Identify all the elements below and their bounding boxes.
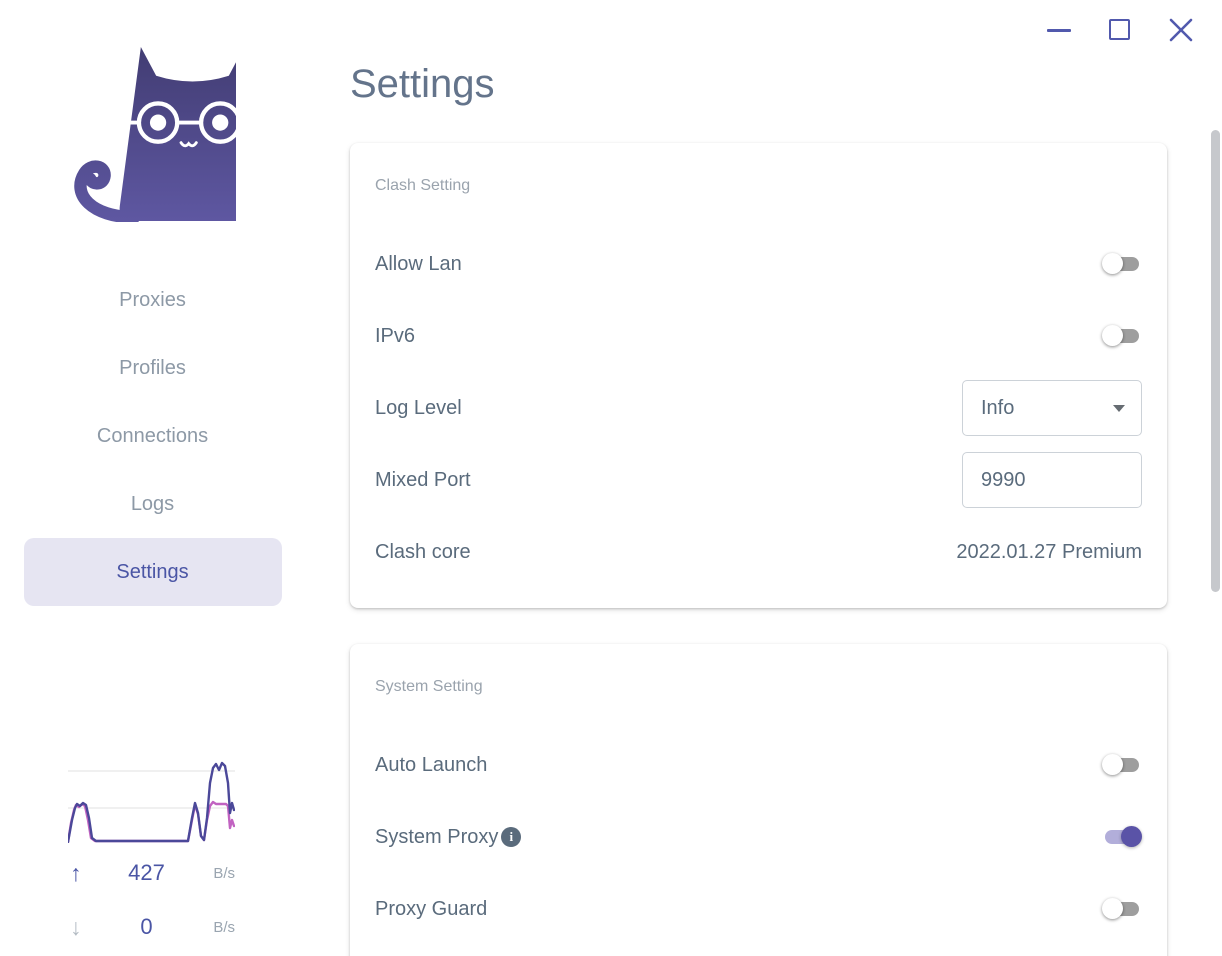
toggle-knob <box>1102 253 1123 274</box>
system-proxy-toggle[interactable] <box>1102 826 1142 848</box>
log-level-selected-value: Info <box>981 396 1015 419</box>
system-proxy-row: System Proxy i <box>375 808 1142 866</box>
system-setting-card: System Setting Auto Launch System Proxy … <box>350 644 1167 956</box>
system-proxy-label-text: System Proxy <box>375 825 499 848</box>
sidebar-nav: Proxies Profiles Connections Logs Settin… <box>0 266 305 606</box>
clash-cat-logo <box>40 26 266 224</box>
cat-tail <box>74 160 141 224</box>
info-icon[interactable]: i <box>501 827 522 847</box>
clash-core-version: 2022.01.27 Premium <box>956 540 1142 563</box>
log-level-row: Log Level Info <box>375 379 1142 437</box>
proxy-guard-toggle[interactable] <box>1102 898 1142 920</box>
download-speed-row: ↓ 0 B/s <box>70 912 235 942</box>
allow-lan-row: Allow Lan <box>375 235 1142 293</box>
sidebar-item-settings[interactable]: Settings <box>23 538 282 606</box>
maximize-icon[interactable] <box>1109 19 1130 40</box>
upload-speed-value: 427 <box>128 860 165 885</box>
download-speed-value: 0 <box>140 914 153 939</box>
section-label-system: System Setting <box>375 678 483 695</box>
cat-body <box>119 47 266 222</box>
auto-launch-row: Auto Launch <box>375 736 1142 794</box>
auto-launch-toggle[interactable] <box>1102 754 1142 776</box>
clash-cat-logo-svg <box>74 47 266 224</box>
traffic-chart-svg <box>66 761 236 844</box>
upload-speed-unit: B/s <box>213 864 235 882</box>
page-title: Settings <box>350 62 495 106</box>
allow-lan-label: Allow Lan <box>375 252 462 275</box>
auto-launch-label: Auto Launch <box>375 753 488 776</box>
close-icon[interactable] <box>1169 18 1193 42</box>
download-speed-unit: B/s <box>213 918 235 936</box>
ipv6-row: IPv6 <box>375 307 1142 365</box>
system-proxy-label: System Proxy i <box>375 825 522 849</box>
clash-setting-card: Clash Setting Allow Lan IPv6 Log Level <box>350 143 1167 608</box>
mixed-port-label: Mixed Port <box>375 468 471 491</box>
sidebar-item-proxies[interactable]: Proxies <box>119 288 186 311</box>
sidebar-item-logs[interactable]: Logs <box>130 492 175 515</box>
mixed-port-field-box <box>962 452 1142 508</box>
toggle-knob <box>1102 754 1123 775</box>
ipv6-label: IPv6 <box>375 324 416 347</box>
sidebar-item-connections[interactable]: Connections <box>96 424 209 447</box>
mixed-port-row: Mixed Port <box>375 451 1142 509</box>
toggle-knob <box>1102 325 1123 346</box>
proxy-guard-label: Proxy Guard <box>375 897 488 920</box>
left-pupil <box>149 114 167 131</box>
traffic-chart <box>66 758 236 844</box>
log-level-label: Log Level <box>375 396 462 419</box>
cat-mouth <box>179 141 198 148</box>
right-pupil <box>212 114 229 131</box>
sidebar: Proxies Profiles Connections Logs Settin… <box>0 0 305 956</box>
ipv6-toggle[interactable] <box>1102 325 1142 347</box>
toggle-knob <box>1121 826 1142 847</box>
proxy-guard-row: Proxy Guard <box>375 880 1142 938</box>
chevron-down-icon <box>1113 404 1125 412</box>
upload-speed-row: ↑ 427 B/s <box>70 858 235 888</box>
scrollbar-thumb[interactable] <box>1211 130 1220 592</box>
section-label-clash: Clash Setting <box>375 177 471 194</box>
toggle-knob <box>1102 898 1123 919</box>
download-arrow-icon: ↓ <box>70 913 82 940</box>
clash-core-label: Clash core <box>375 540 471 563</box>
upload-arrow-icon: ↑ <box>70 859 82 886</box>
minimize-icon[interactable] <box>1047 29 1071 32</box>
log-level-select[interactable]: Info <box>962 380 1142 436</box>
allow-lan-toggle[interactable] <box>1102 253 1142 275</box>
sidebar-item-profiles[interactable]: Profiles <box>119 356 186 379</box>
mixed-port-input[interactable] <box>963 453 1141 507</box>
clash-core-row: Clash core 2022.01.27 Premium <box>375 523 1142 581</box>
